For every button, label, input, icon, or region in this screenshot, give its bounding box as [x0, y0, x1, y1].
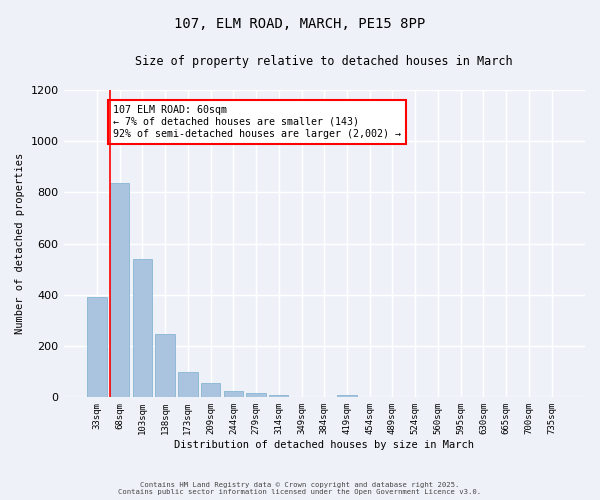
Title: Size of property relative to detached houses in March: Size of property relative to detached ho…	[136, 55, 513, 68]
Bar	[87, 298, 107, 398]
Bar	[110, 184, 130, 398]
Bar	[201, 382, 220, 398]
X-axis label: Distribution of detached houses by size in March: Distribution of detached houses by size …	[174, 440, 474, 450]
Y-axis label: Number of detached properties: Number of detached properties	[15, 153, 25, 334]
Text: 107 ELM ROAD: 60sqm
← 7% of detached houses are smaller (143)
92% of semi-detach: 107 ELM ROAD: 60sqm ← 7% of detached hou…	[113, 106, 401, 138]
Bar	[133, 259, 152, 398]
Text: Contains HM Land Registry data © Crown copyright and database right 2025.
Contai: Contains HM Land Registry data © Crown c…	[118, 482, 482, 495]
Bar	[224, 392, 243, 398]
Text: 107, ELM ROAD, MARCH, PE15 8PP: 107, ELM ROAD, MARCH, PE15 8PP	[175, 18, 425, 32]
Bar	[155, 334, 175, 398]
Bar	[178, 372, 197, 398]
Bar	[269, 396, 289, 398]
Bar	[247, 394, 266, 398]
Bar	[337, 395, 356, 398]
